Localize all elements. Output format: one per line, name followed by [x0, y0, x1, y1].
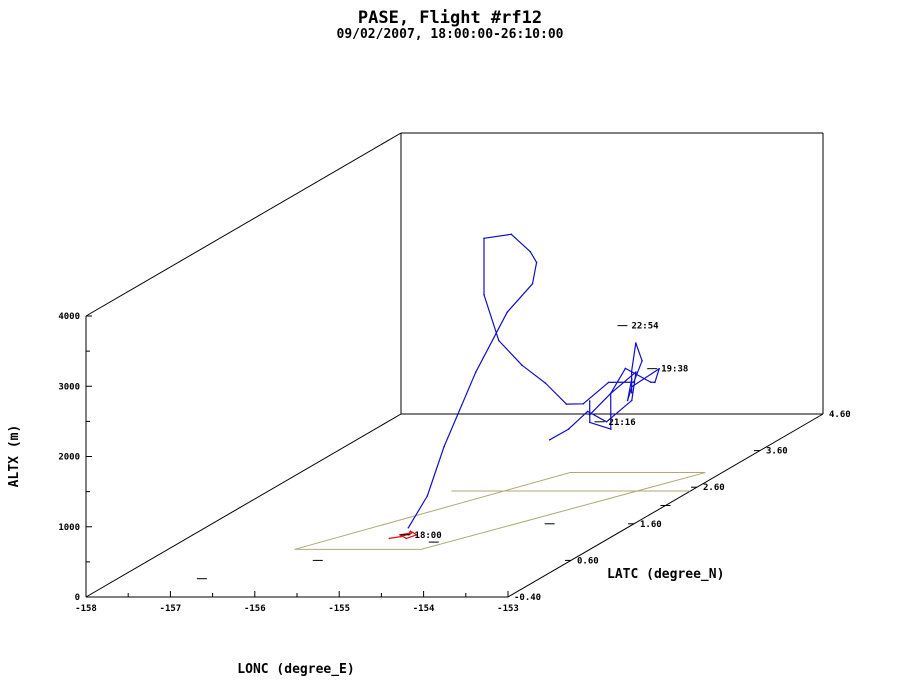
track-point — [610, 428, 612, 430]
track-point — [632, 381, 635, 383]
y-axis-label: LATC (degree_N) — [607, 567, 724, 582]
x-tick-label: -158 — [75, 604, 97, 614]
track-point — [626, 399, 629, 402]
track-point — [649, 381, 652, 383]
track-point — [506, 311, 509, 313]
track-point — [631, 399, 633, 402]
track-point — [474, 371, 477, 374]
left-wall-top — [85, 132, 402, 317]
y-tick-label: -0.40 — [514, 593, 541, 603]
track-point — [415, 533, 418, 536]
track-point — [630, 392, 633, 394]
y-tick-label: 3.60 — [766, 447, 788, 457]
track-point — [624, 367, 627, 370]
time-label: 18:00 — [415, 531, 442, 541]
time-label: 19:38 — [661, 365, 688, 375]
track-point — [588, 421, 591, 424]
y-tick-label: 1.60 — [640, 520, 662, 530]
track-point — [607, 381, 610, 384]
z-tick-label: 0 — [75, 593, 80, 603]
track-point — [565, 403, 568, 405]
z-tick-label: 3000 — [58, 382, 80, 392]
track-point — [544, 382, 547, 384]
track-point — [407, 526, 410, 529]
time-label: 22:54 — [631, 322, 659, 332]
track-point — [567, 428, 570, 430]
track-point — [588, 400, 591, 402]
flight-track-line — [407, 233, 660, 529]
track-point — [409, 530, 412, 532]
track-point — [635, 371, 637, 373]
track-point — [510, 233, 513, 236]
chart-title: PASE, Flight #rf12 — [357, 8, 543, 28]
track-point — [658, 367, 660, 370]
track-point — [631, 385, 633, 388]
y-ticks: -0.40 0.60 1.60 2.60 3.60 4.60 — [502, 410, 851, 603]
track-point — [405, 537, 408, 540]
track-point — [609, 392, 612, 395]
track-point — [483, 293, 485, 296]
track-point — [483, 237, 485, 240]
track-point — [529, 250, 532, 253]
track-point — [586, 410, 589, 413]
track-point — [588, 413, 591, 416]
track-point — [654, 381, 656, 384]
track-point — [641, 359, 643, 362]
track-point — [498, 339, 500, 342]
y-tick-label: 4.60 — [829, 410, 851, 420]
start-track-line — [389, 530, 418, 540]
track-point — [521, 364, 523, 367]
track-point — [426, 495, 429, 497]
track-point — [410, 532, 413, 534]
track-point — [630, 370, 633, 373]
track-point — [388, 537, 391, 540]
y-tick-label: 0.60 — [577, 556, 599, 566]
track-point — [548, 438, 551, 441]
x-ticks: -158 -157 -156 -155 -154 -153 — [75, 505, 671, 614]
x-tick-label: -157 — [160, 604, 182, 614]
track-point — [582, 402, 585, 405]
track-point — [634, 342, 637, 344]
track-point — [531, 282, 534, 285]
z-tick-label: 1000 — [58, 523, 80, 533]
y-tick-label: 2.60 — [703, 483, 725, 493]
chart-subtitle: 09/02/2007, 18:00:00-26:10:00 — [336, 27, 564, 42]
x-axis-label: LONC (degree_E) — [237, 662, 354, 677]
z-axis-label: ALTX (m) — [7, 425, 22, 488]
x-tick-label: -153 — [497, 604, 519, 614]
z-tick-label: 2000 — [58, 453, 80, 463]
ground-footprint — [294, 472, 706, 550]
track-point — [399, 533, 401, 536]
time-label: 21:16 — [609, 418, 636, 428]
flight-tracks — [388, 233, 660, 540]
track-point — [535, 261, 538, 264]
x-tick-label: -155 — [328, 604, 350, 614]
x-tick-label: -156 — [244, 604, 266, 614]
track-point — [630, 378, 633, 380]
left-wall-bottom — [85, 413, 402, 598]
track-point — [609, 413, 612, 416]
track-point — [443, 445, 445, 448]
track-point — [400, 535, 402, 538]
axes-frame — [85, 132, 824, 598]
time-labels: 19:38 21:16 22:54 18:00 — [400, 322, 688, 541]
z-ticks: 0 1000 2000 3000 4000 — [58, 312, 92, 603]
z-tick-label: 4000 — [58, 312, 80, 322]
x-tick-label: -154 — [413, 604, 435, 614]
ground-track-shadow — [294, 472, 706, 550]
track-point — [605, 420, 608, 423]
